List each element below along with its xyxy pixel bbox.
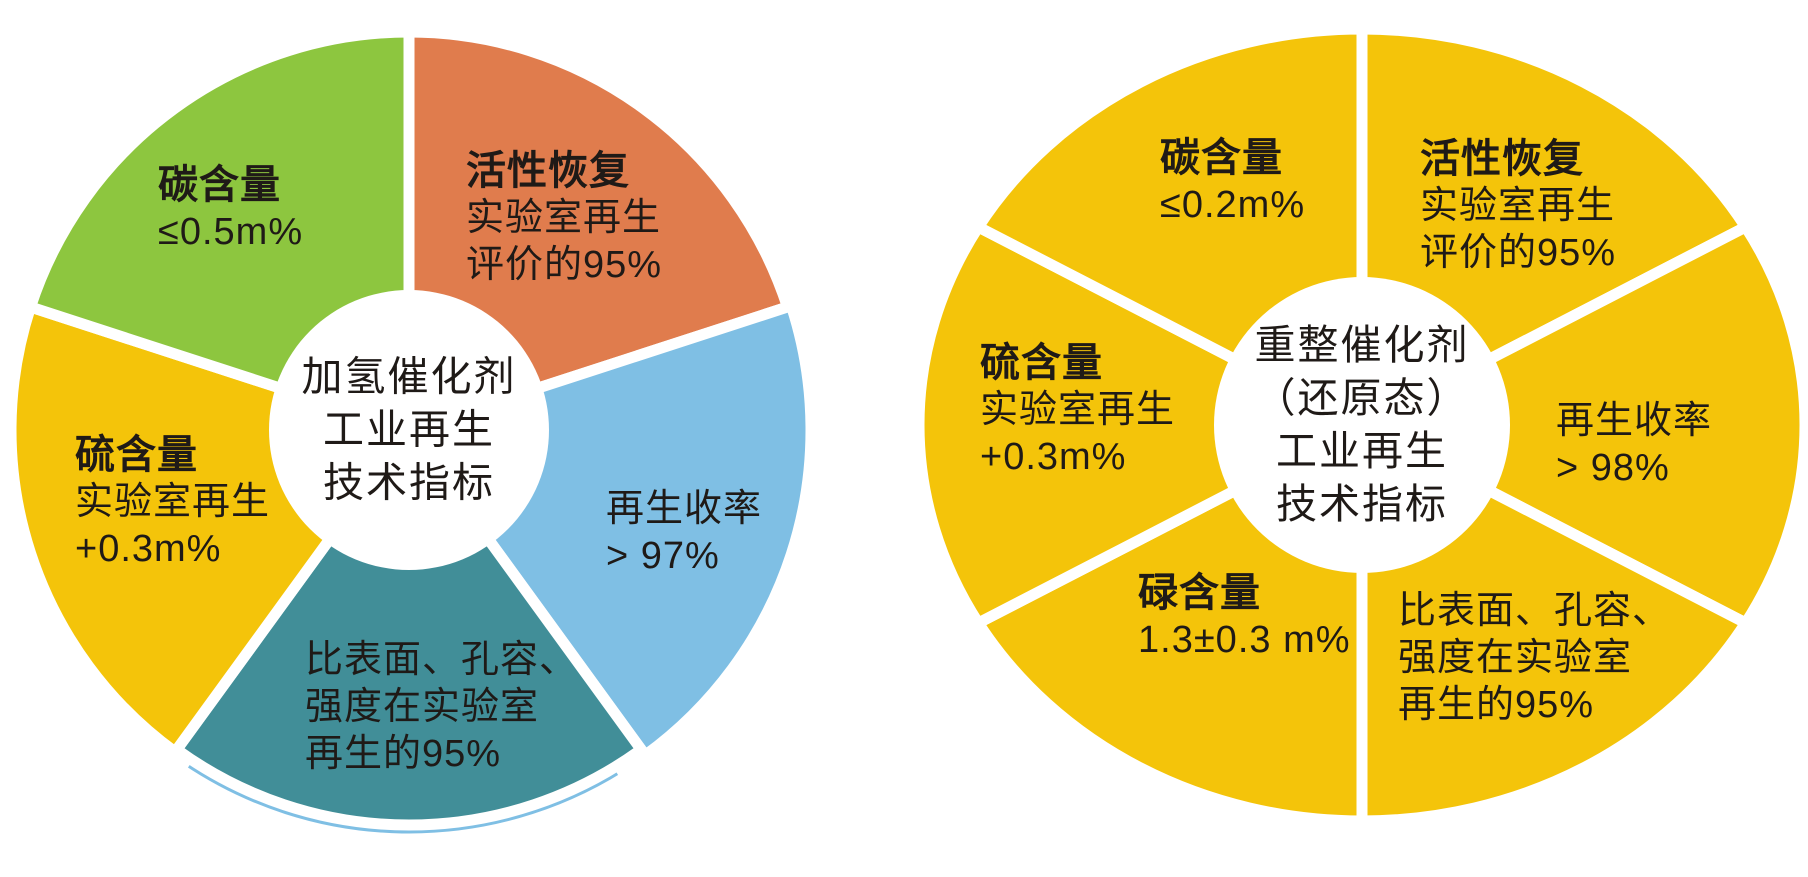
chart-1-label-再生收率: 再生收率 > 97% [606,486,762,580]
chart-2-center-hole [1214,277,1510,573]
chart-2-center-title-line-4: 技术指标 [1276,481,1448,527]
chart-2-label-碳含量-line-1: 碳含量 [1160,136,1283,180]
chart-2-segment-再生收率 [1350,219,1808,631]
chart-1-label-活性恢复-line-3: 评价的95% [466,244,663,286]
chart-2-label-碳含量-line-2: ≤0.2m% [1160,184,1306,226]
chart-2-center-title-line-1: 重整催化剂 [1254,322,1470,368]
chart-1-label-再生收率-line-2: > 97% [606,535,720,577]
chart-2-label-再生收率-line-2: > 98% [1556,447,1670,489]
chart-2-label-活性恢复-line-1: 活性恢复 [1420,137,1584,181]
chart-2-label-比表面孔容强度: 比表面、孔容、 强度在实验室 再生的95% [1398,588,1671,729]
chart-1-label-活性恢复-line-1: 活性恢复 [466,149,630,193]
chart-2-label-活性恢复-line-2: 实验室再生 [1420,185,1616,227]
chart-2-center-title-line-2: （还原态） [1254,375,1470,421]
chart-2-label-碌含量-line-1: 碌含量 [1138,571,1261,615]
chart-2-label-硫含量-line-2: 实验室再生 [980,389,1176,431]
chart-1-label-活性恢复: 活性恢复 实验室再生评价的95% [466,148,662,289]
chart-1-center-hole [269,290,549,570]
chart-1-label-硫含量: 硫含量 实验室再生 +0.3m% [75,432,270,573]
chart-2-label-硫含量-line-1: 硫含量 [980,341,1103,385]
chart-2-label-再生收率: 再生收率 > 98% [1556,398,1712,492]
chart-2-label-比表面孔容强度-line-1: 比表面、孔容、 [1398,590,1672,632]
chart-1-label-比表面孔容强度-line-3: 再生的95% [305,733,502,775]
chart-1-label-比表面孔容强度: 比表面、孔容、 强度在实验室 再生的95% [305,637,578,778]
chart-1-center-title-line-1: 加氢催化剂 [301,353,517,400]
chart-1-label-比表面孔容强度-line-2: 强度在实验室 [305,686,540,728]
chart-2-label-比表面孔容强度-line-2: 强度在实验室 [1398,637,1633,679]
chart-1-center-title-line-3: 技术指标 [323,459,495,506]
chart-2-segment-硫含量 [913,219,1374,631]
chart-1-label-碳含量-line-1: 碳含量 [158,163,281,207]
chart-2-label-比表面孔容强度-line-3: 再生的95% [1398,684,1595,726]
chart-2-label-碌含量-line-2: 1.3±0.3 m% [1138,619,1351,661]
chart-1-label-再生收率-line-1: 再生收率 [606,488,763,530]
chart-2-label-硫含量: 硫含量 实验室再生 +0.3m% [980,340,1175,481]
chart-1-center-title-line-2: 工业再生 [323,406,495,453]
chart-2-label-硫含量-line-3: +0.3m% [980,436,1127,478]
chart-1-segment-比表面孔容强度 [169,420,649,831]
chart-2-label-碳含量: 碳含量 ≤0.2m% [1160,135,1305,229]
chart-2-label-碌含量: 碌含量 1.3±0.3 m% [1138,570,1351,664]
chart-1-label-碳含量-line-2: ≤0.5m% [158,211,304,253]
chart-1-label-活性恢复-line-2: 实验室再生 [466,197,662,239]
chart-2-center-title: 重整催化剂 （还原态） 工业再生技术指标 [1255,319,1470,531]
chart-1-label-硫含量-line-2: 实验室再生 [75,481,271,523]
chart-1-center-title: 加氢催化剂工业再生技术指标 [302,351,517,510]
chart-1-label-硫含量-line-1: 硫含量 [75,433,198,477]
chart-2-label-活性恢复-line-3: 评价的95% [1420,232,1617,274]
chart-2-center-title-line-3: 工业再生 [1276,428,1448,474]
chart-1-label-碳含量: 碳含量 ≤0.5m% [158,162,303,256]
chart-1-label-硫含量-line-3: +0.3m% [75,528,222,570]
chart-1-label-比表面孔容强度-line-1: 比表面、孔容、 [305,639,579,681]
chart-2-label-活性恢复: 活性恢复 实验室再生评价的95% [1420,136,1616,277]
chart-2-label-再生收率-line-1: 再生收率 [1556,400,1713,442]
